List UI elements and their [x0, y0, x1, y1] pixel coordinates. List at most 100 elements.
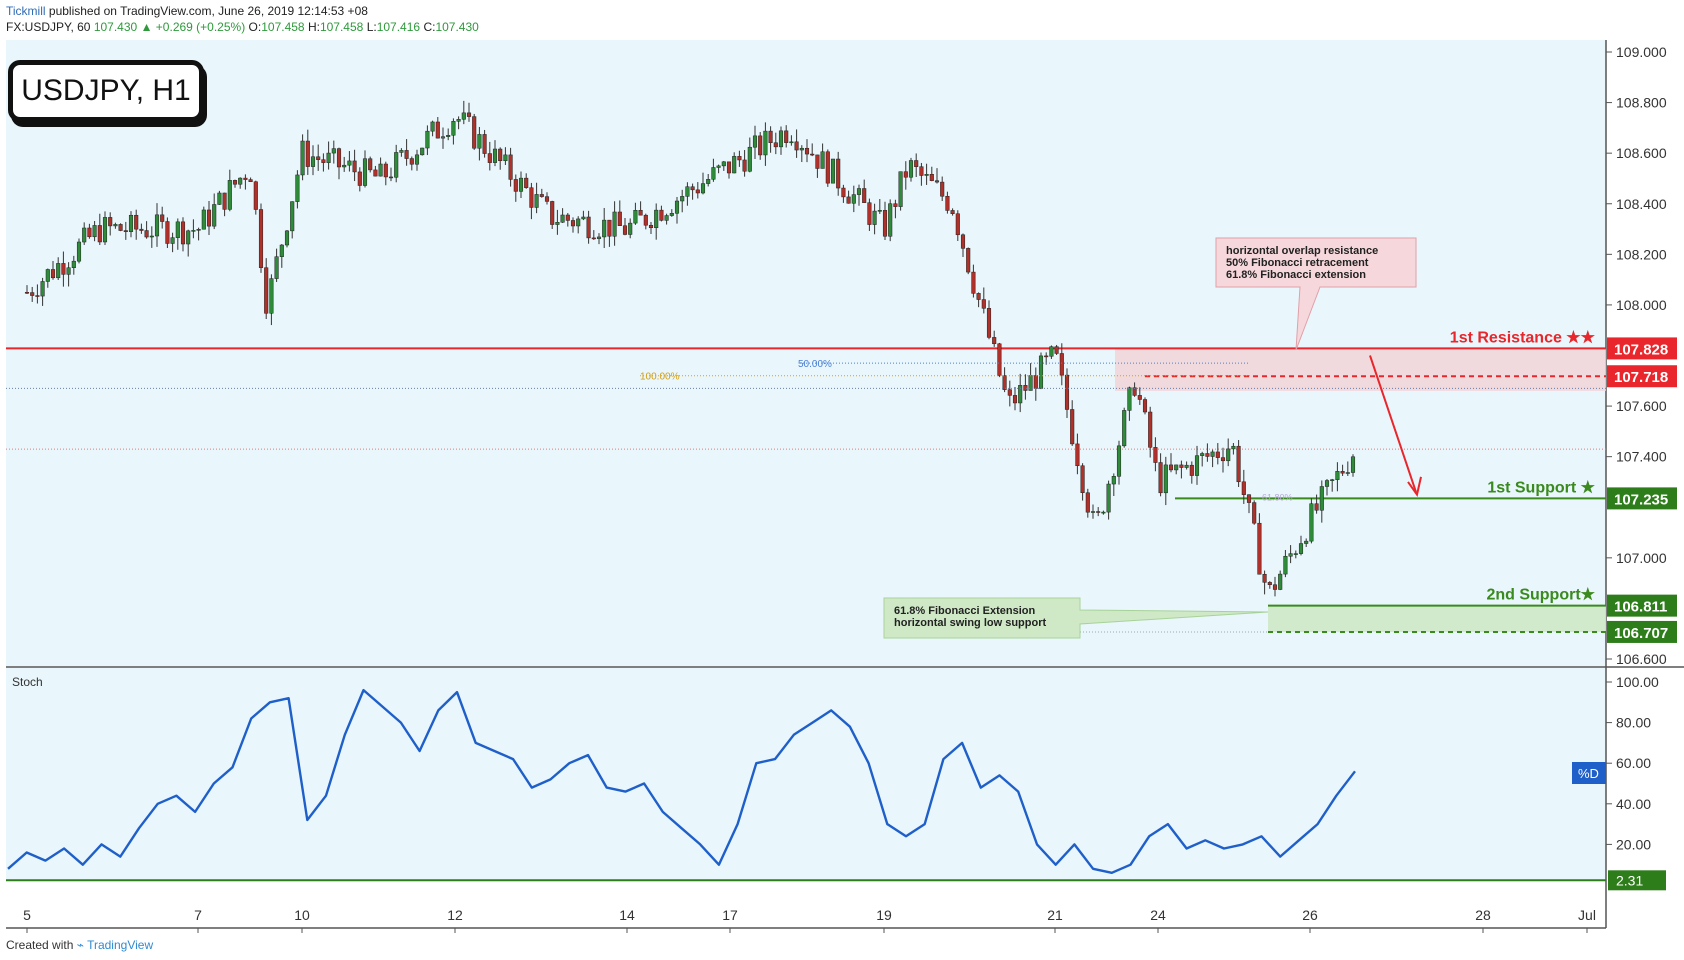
- candle-body[interactable]: [1345, 472, 1350, 474]
- candle-body[interactable]: [180, 221, 186, 245]
- candle-body[interactable]: [227, 180, 232, 210]
- candle-body[interactable]: [1064, 374, 1070, 410]
- candle-body[interactable]: [191, 230, 196, 232]
- candle-body[interactable]: [456, 119, 461, 122]
- candle-body[interactable]: [633, 210, 638, 224]
- candle-body[interactable]: [1085, 492, 1090, 513]
- candle-body[interactable]: [399, 150, 404, 153]
- candle-body[interactable]: [773, 142, 778, 148]
- candle-body[interactable]: [92, 225, 97, 238]
- candle-body[interactable]: [258, 209, 264, 268]
- candle-body[interactable]: [602, 219, 607, 238]
- candle-body[interactable]: [966, 248, 971, 273]
- candle-body[interactable]: [690, 186, 695, 191]
- candle-body[interactable]: [888, 203, 893, 237]
- candle-body[interactable]: [487, 153, 492, 163]
- candle-body[interactable]: [1189, 464, 1194, 476]
- candle-body[interactable]: [903, 171, 908, 178]
- candle-body[interactable]: [420, 147, 425, 156]
- candle-body[interactable]: [664, 215, 669, 221]
- candle-body[interactable]: [680, 196, 685, 202]
- candle-body[interactable]: [1137, 395, 1142, 400]
- candle-body[interactable]: [1127, 387, 1132, 411]
- candle-body[interactable]: [1293, 553, 1298, 555]
- candle-body[interactable]: [1106, 483, 1111, 513]
- candle-body[interactable]: [607, 219, 612, 237]
- candle-body[interactable]: [924, 174, 929, 176]
- candle-body[interactable]: [1252, 502, 1257, 524]
- candle-body[interactable]: [503, 154, 508, 162]
- candle-body[interactable]: [1314, 503, 1319, 511]
- candle-body[interactable]: [1246, 494, 1252, 503]
- candle-body[interactable]: [841, 187, 846, 198]
- candle-body[interactable]: [175, 221, 180, 238]
- candle-body[interactable]: [674, 200, 680, 214]
- candle-body[interactable]: [836, 158, 841, 189]
- candle-body[interactable]: [347, 160, 352, 166]
- candle-body[interactable]: [82, 227, 87, 243]
- candle-body[interactable]: [518, 177, 524, 192]
- candle-body[interactable]: [971, 271, 976, 294]
- candle-body[interactable]: [534, 194, 539, 208]
- candle-body[interactable]: [851, 194, 856, 204]
- candle-body[interactable]: [654, 209, 659, 229]
- candle-body[interactable]: [30, 292, 35, 296]
- candle-body[interactable]: [882, 210, 888, 237]
- candle-body[interactable]: [477, 134, 482, 149]
- candle-body[interactable]: [700, 183, 706, 194]
- candle-body[interactable]: [1231, 445, 1236, 450]
- candle-body[interactable]: [1330, 479, 1335, 481]
- candle-body[interactable]: [732, 156, 737, 174]
- candle-body[interactable]: [648, 224, 654, 229]
- candle-body[interactable]: [264, 267, 269, 314]
- candle-body[interactable]: [1262, 573, 1267, 583]
- candle-body[interactable]: [316, 156, 321, 160]
- candle-body[interactable]: [466, 112, 472, 117]
- candle-body[interactable]: [1304, 540, 1309, 544]
- candle-body[interactable]: [940, 181, 945, 197]
- candle-body[interactable]: [186, 230, 191, 245]
- candle-body[interactable]: [1220, 457, 1226, 462]
- candle-body[interactable]: [997, 343, 1002, 376]
- candle-body[interactable]: [1044, 355, 1049, 358]
- candle-body[interactable]: [1153, 447, 1158, 463]
- candle-body[interactable]: [472, 116, 477, 149]
- candle-body[interactable]: [846, 196, 851, 204]
- candle-body[interactable]: [87, 227, 92, 238]
- candle-body[interactable]: [1033, 375, 1038, 389]
- candle-body[interactable]: [201, 209, 206, 230]
- candle-body[interactable]: [128, 214, 134, 232]
- candle-body[interactable]: [950, 210, 955, 214]
- stoch-pane[interactable]: [6, 668, 1606, 880]
- candle-body[interactable]: [1319, 486, 1324, 511]
- candle-body[interactable]: [945, 195, 950, 211]
- candle-body[interactable]: [804, 147, 810, 155]
- candle-body[interactable]: [50, 269, 56, 279]
- candle-body[interactable]: [914, 160, 919, 167]
- candle-body[interactable]: [784, 130, 789, 143]
- candle-body[interactable]: [877, 210, 882, 212]
- candle-body[interactable]: [1288, 553, 1293, 557]
- candle-body[interactable]: [24, 292, 30, 294]
- candle-body[interactable]: [492, 148, 498, 163]
- candle-body[interactable]: [737, 156, 742, 161]
- candle-body[interactable]: [342, 164, 347, 168]
- candle-body[interactable]: [1335, 471, 1340, 480]
- candle-body[interactable]: [1236, 445, 1241, 483]
- candle-body[interactable]: [1210, 451, 1215, 457]
- candle-body[interactable]: [659, 209, 664, 221]
- candle-body[interactable]: [820, 151, 825, 169]
- candle-body[interactable]: [378, 163, 383, 177]
- candle-body[interactable]: [222, 192, 227, 210]
- candle-body[interactable]: [1111, 476, 1116, 485]
- candle-body[interactable]: [279, 244, 284, 257]
- candle-body[interactable]: [711, 167, 716, 180]
- candle-body[interactable]: [565, 214, 570, 221]
- candle-body[interactable]: [300, 140, 305, 176]
- candle-body[interactable]: [1163, 464, 1168, 494]
- candle-body[interactable]: [643, 214, 648, 226]
- candle-body[interactable]: [981, 299, 986, 309]
- candle-body[interactable]: [596, 236, 602, 239]
- publisher-name[interactable]: Tickmill: [6, 4, 46, 18]
- candle-body[interactable]: [1340, 471, 1345, 474]
